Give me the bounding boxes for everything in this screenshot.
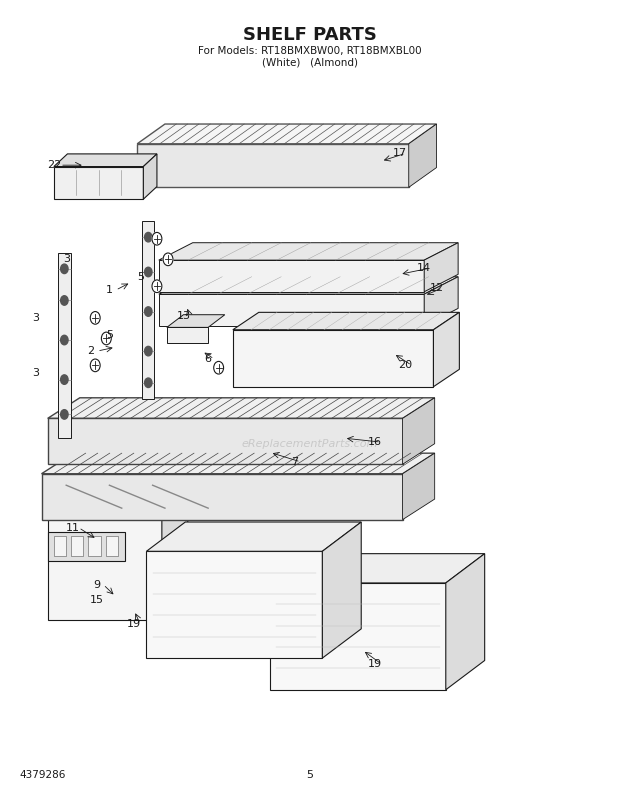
Circle shape xyxy=(144,346,152,356)
Circle shape xyxy=(61,410,68,419)
Circle shape xyxy=(102,332,111,345)
Polygon shape xyxy=(48,513,162,620)
Polygon shape xyxy=(137,144,409,187)
Polygon shape xyxy=(233,330,433,387)
Polygon shape xyxy=(48,496,188,513)
Polygon shape xyxy=(48,398,435,418)
Circle shape xyxy=(163,253,173,266)
Polygon shape xyxy=(446,553,485,690)
Polygon shape xyxy=(433,312,459,387)
Text: For Models: RT18BMXBW00, RT18BMXBL00
(White)   (Almond): For Models: RT18BMXBW00, RT18BMXBL00 (Wh… xyxy=(198,46,422,67)
Circle shape xyxy=(152,233,162,245)
Polygon shape xyxy=(42,474,402,519)
Polygon shape xyxy=(146,522,361,551)
Polygon shape xyxy=(424,277,458,326)
Polygon shape xyxy=(159,260,424,291)
Text: 19: 19 xyxy=(368,659,382,669)
Text: 13: 13 xyxy=(177,311,190,322)
Polygon shape xyxy=(71,536,84,556)
Polygon shape xyxy=(142,222,154,399)
Polygon shape xyxy=(270,553,485,583)
Polygon shape xyxy=(159,243,458,260)
Text: 7: 7 xyxy=(291,457,298,467)
Text: 5: 5 xyxy=(137,272,144,282)
Circle shape xyxy=(61,264,68,274)
Polygon shape xyxy=(54,154,157,167)
Circle shape xyxy=(61,295,68,305)
Polygon shape xyxy=(89,536,101,556)
Text: 15: 15 xyxy=(90,596,104,605)
Text: 22: 22 xyxy=(46,160,61,170)
Circle shape xyxy=(61,335,68,345)
Text: 4379286: 4379286 xyxy=(20,770,66,781)
Polygon shape xyxy=(233,312,459,330)
Text: 5: 5 xyxy=(106,330,113,341)
Text: 3: 3 xyxy=(32,368,39,378)
Polygon shape xyxy=(54,167,143,199)
Circle shape xyxy=(144,268,152,277)
Text: 20: 20 xyxy=(399,360,413,370)
Text: 3: 3 xyxy=(63,253,69,264)
Polygon shape xyxy=(167,314,225,327)
Text: 17: 17 xyxy=(392,148,407,158)
Text: 9: 9 xyxy=(94,580,100,589)
Circle shape xyxy=(61,375,68,384)
Circle shape xyxy=(152,280,162,292)
Text: 3: 3 xyxy=(32,313,39,323)
Text: 16: 16 xyxy=(368,437,382,447)
Polygon shape xyxy=(48,418,402,464)
Circle shape xyxy=(144,306,152,316)
Polygon shape xyxy=(402,453,435,519)
Text: 19: 19 xyxy=(127,619,141,629)
Text: 14: 14 xyxy=(417,263,432,273)
Polygon shape xyxy=(48,531,125,561)
Text: 2: 2 xyxy=(87,346,94,357)
Text: 6: 6 xyxy=(205,354,211,364)
Circle shape xyxy=(144,378,152,387)
Polygon shape xyxy=(143,154,157,199)
Polygon shape xyxy=(159,277,458,294)
Polygon shape xyxy=(162,496,188,620)
Polygon shape xyxy=(137,124,436,144)
Text: eReplacementParts.com: eReplacementParts.com xyxy=(242,439,378,449)
Polygon shape xyxy=(42,453,435,474)
Polygon shape xyxy=(167,327,208,343)
Text: 5: 5 xyxy=(306,770,314,781)
Polygon shape xyxy=(402,398,435,464)
Circle shape xyxy=(91,311,100,324)
Circle shape xyxy=(91,359,100,372)
Polygon shape xyxy=(58,253,71,438)
Polygon shape xyxy=(322,522,361,658)
Text: 12: 12 xyxy=(430,283,443,293)
Polygon shape xyxy=(424,243,458,291)
Polygon shape xyxy=(146,551,322,658)
Circle shape xyxy=(214,361,224,374)
Polygon shape xyxy=(54,536,66,556)
Polygon shape xyxy=(159,294,424,326)
Circle shape xyxy=(144,233,152,242)
Polygon shape xyxy=(270,583,446,690)
Polygon shape xyxy=(105,536,118,556)
Text: 1: 1 xyxy=(106,285,113,295)
Text: 11: 11 xyxy=(65,522,79,533)
Polygon shape xyxy=(409,124,436,187)
Text: SHELF PARTS: SHELF PARTS xyxy=(243,25,377,44)
